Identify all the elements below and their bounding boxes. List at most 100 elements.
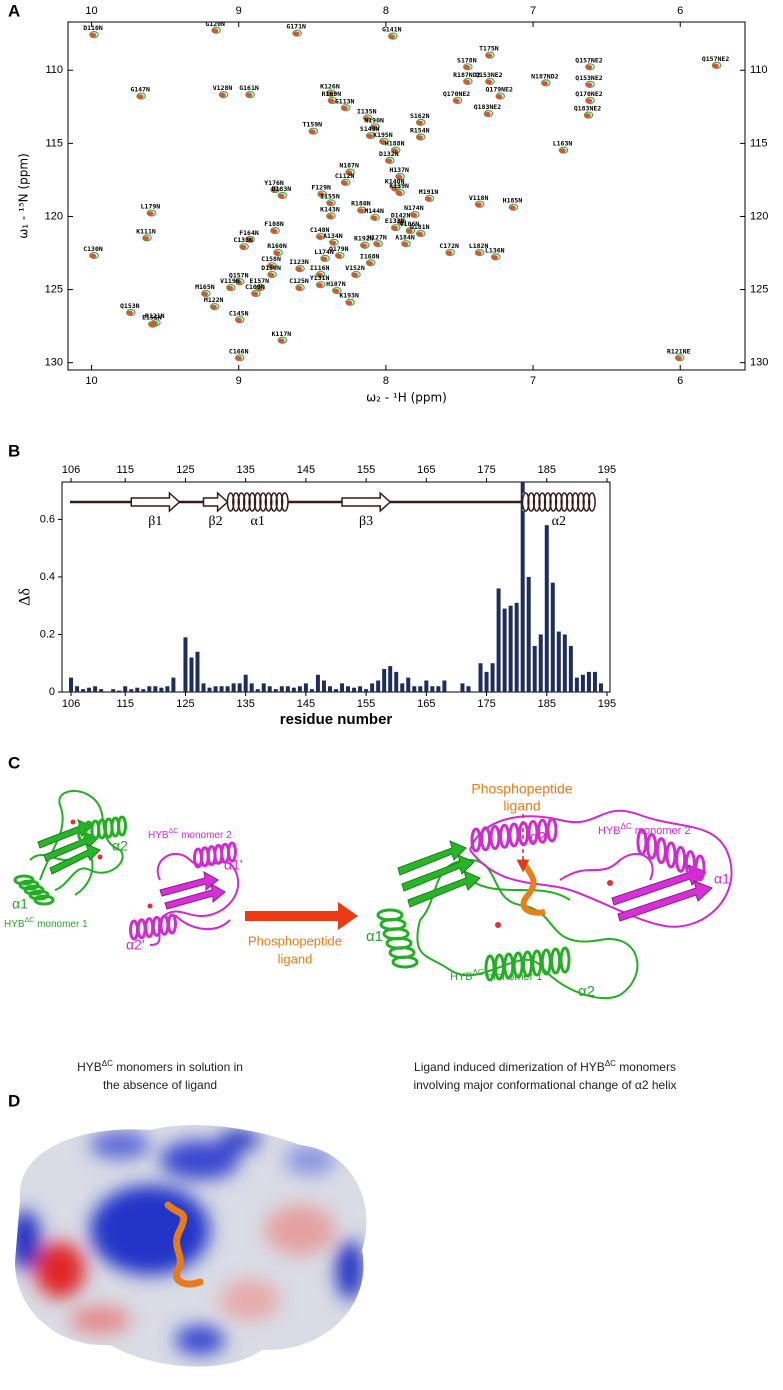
- peak-label: S149N: [360, 125, 380, 133]
- structure-label: β2: [208, 514, 222, 529]
- x-tick-label: 185: [538, 698, 556, 710]
- peak: [585, 98, 593, 104]
- bar: [334, 689, 338, 692]
- strand: [202, 491, 229, 513]
- peak: [397, 220, 404, 225]
- peak-label: N187N: [339, 162, 359, 170]
- bar: [111, 689, 116, 692]
- contour-peak: [126, 308, 136, 317]
- peak: [366, 133, 373, 139]
- peak: [320, 256, 328, 262]
- peak-label: C166N: [229, 347, 249, 355]
- contour-peak: [320, 254, 330, 262]
- peak: [332, 288, 340, 294]
- atom: [70, 819, 76, 825]
- peak-label: K193N: [339, 292, 359, 300]
- bar: [514, 602, 519, 692]
- peak: [379, 139, 387, 145]
- peak: [559, 148, 566, 153]
- peak: [363, 116, 370, 121]
- contour-peak: [401, 240, 411, 248]
- peak: [235, 356, 242, 361]
- bar: [574, 677, 579, 692]
- contour-peak: [245, 91, 255, 99]
- panel-label: C: [8, 753, 20, 772]
- bar: [159, 687, 164, 692]
- peak-label: L174N: [314, 248, 334, 256]
- peak: [147, 211, 154, 216]
- bar: [195, 651, 200, 692]
- bar: [478, 663, 483, 692]
- peak: [201, 291, 209, 297]
- bar: [255, 689, 260, 692]
- bar: [340, 683, 345, 692]
- contour-peak: [334, 251, 345, 260]
- text: ΔC: [605, 1059, 616, 1068]
- y-tick-label: 0.4: [40, 571, 55, 583]
- peak-label: K140N: [385, 178, 405, 186]
- helix-turn: [167, 913, 177, 935]
- helix-turn: [237, 492, 246, 512]
- bar: [285, 686, 290, 692]
- peak-label: Q153NE2: [475, 71, 502, 79]
- caption: involving major conformational change of…: [413, 1078, 676, 1092]
- peak-label: K126N: [320, 83, 340, 91]
- peak-label: L182N: [469, 242, 489, 250]
- bar: [309, 689, 314, 692]
- bar: [442, 680, 447, 692]
- contour-peak: [483, 110, 494, 118]
- helix-turn: [470, 827, 482, 853]
- helix-turn: [264, 492, 273, 512]
- text: HYB: [598, 825, 621, 837]
- peak: [357, 208, 365, 213]
- peak-label: F129N: [311, 184, 331, 192]
- peak: [295, 285, 303, 291]
- bar: [327, 686, 332, 692]
- x-tick-label: 135: [236, 698, 254, 710]
- peak-label: G113N: [335, 97, 355, 105]
- bar: [69, 677, 74, 692]
- bar: [141, 689, 146, 692]
- peak-label: I135N: [357, 108, 377, 116]
- y-tick-label: 120: [45, 210, 63, 222]
- contour-peak: [357, 206, 367, 214]
- peak: [391, 148, 398, 153]
- contour-peak: [424, 194, 435, 203]
- peak: [267, 263, 275, 269]
- peak: [316, 282, 323, 288]
- contour-peak: [317, 190, 327, 198]
- peak: [416, 120, 423, 126]
- helix-label: α2: [112, 838, 128, 854]
- contour-peak: [270, 186, 280, 194]
- peak: [406, 228, 413, 234]
- contour-peak: [491, 253, 501, 261]
- helix-turn: [527, 492, 536, 512]
- helix-turn: [242, 492, 251, 512]
- bar: [273, 689, 278, 692]
- helix-turn: [565, 492, 574, 512]
- arrow-label: Phosphopeptide: [248, 933, 342, 948]
- helix: [227, 493, 288, 511]
- contour-peak: [387, 32, 398, 40]
- peak-label: E133N: [385, 217, 405, 225]
- helix-turn: [543, 492, 552, 512]
- bar: [267, 686, 272, 692]
- helix: [522, 493, 595, 511]
- peak-label: A134N: [323, 232, 343, 240]
- text: ΔC: [473, 968, 484, 977]
- contour-peak: [373, 240, 383, 248]
- helix-turn: [232, 492, 240, 512]
- y-tick-label: 110: [45, 64, 63, 76]
- x-tick-label: 106: [62, 464, 80, 476]
- helix-turn: [508, 822, 520, 848]
- contour-peak: [396, 218, 407, 226]
- peak: [292, 31, 300, 36]
- peak-label: H127N: [367, 233, 387, 241]
- x-tick-label: 175: [477, 698, 495, 710]
- contour-peak: [370, 213, 380, 222]
- peak-label: S162N: [410, 112, 430, 120]
- bar: [315, 674, 320, 692]
- peak: [463, 65, 471, 70]
- helix-turn: [489, 825, 501, 850]
- peak-label: V119N: [220, 277, 240, 285]
